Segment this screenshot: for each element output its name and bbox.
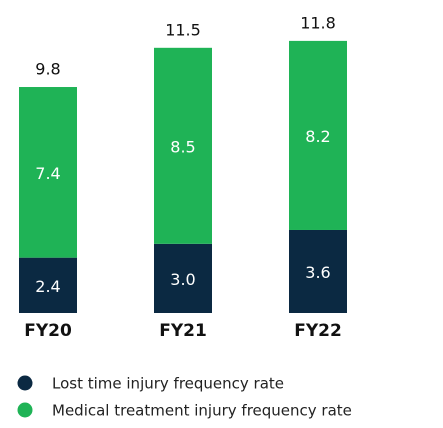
data-label: 3.0 [170,270,195,289]
legend-label: Medical treatment injury frequency rate [52,402,352,420]
total-label: 9.8 [35,60,60,79]
bar-segment [19,257,77,313]
data-label: 8.5 [170,137,195,156]
total-label: 11.8 [300,13,336,32]
x-tick-label: FY21 [159,321,207,341]
data-label: 8.2 [305,127,330,146]
bar-segment [19,87,77,258]
data-label: 2.4 [35,277,60,296]
bar-segment [289,40,347,230]
x-tick-label: FY22 [294,321,342,341]
bar-segment [154,243,212,313]
bar-segment [289,229,347,313]
x-tick-label: FY20 [24,321,72,341]
legend-label: Lost time injury frequency rate [52,375,284,393]
bar-segment [154,47,212,244]
data-label: 7.4 [35,164,60,183]
data-label: 3.6 [305,263,330,282]
total-label: 11.5 [165,20,201,39]
legend-marker [17,375,33,391]
legend-marker [17,402,33,418]
